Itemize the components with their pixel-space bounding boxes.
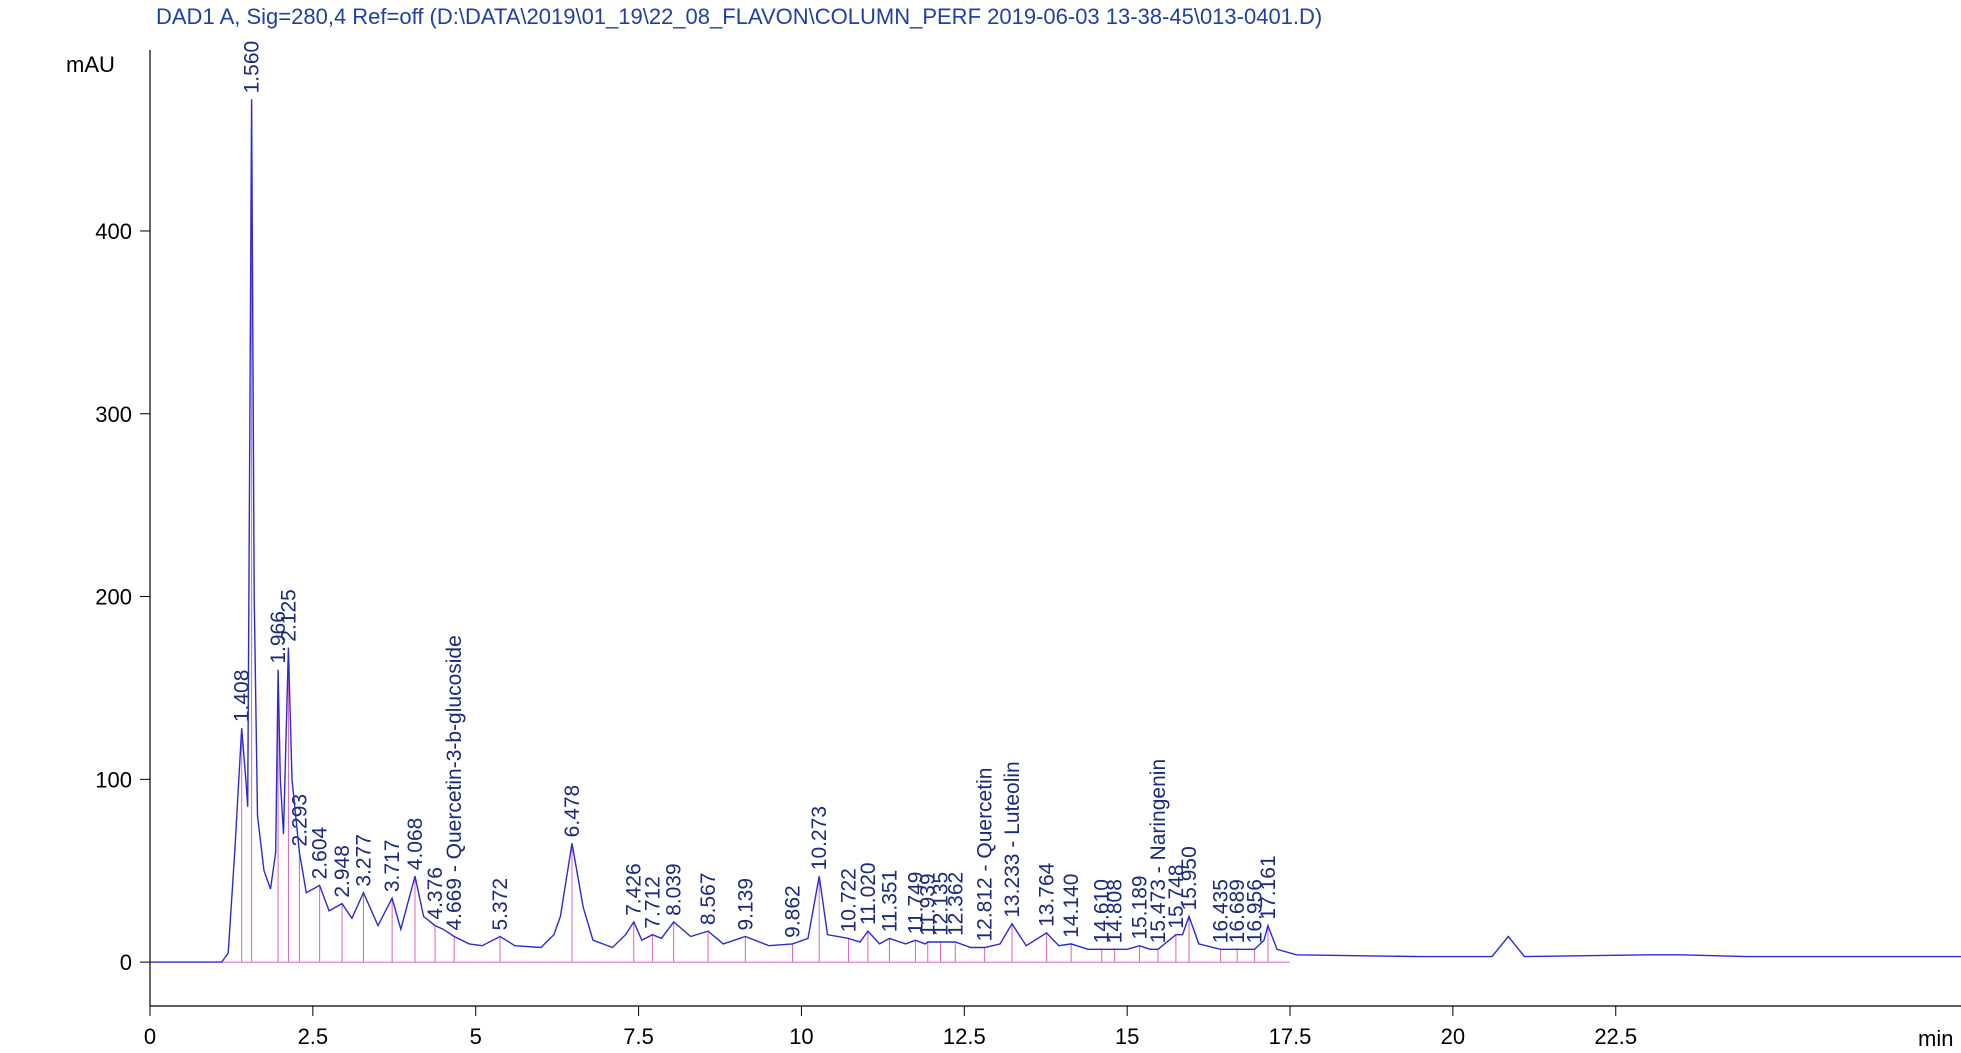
peak-label: 15.189 xyxy=(1128,875,1151,939)
peak-label: 9.139 xyxy=(734,878,757,931)
peak-label: 16.435 xyxy=(1210,879,1233,943)
peak-label: 11.020 xyxy=(857,862,880,925)
y-axis-label: mAU xyxy=(66,52,115,77)
peak-label: 8.567 xyxy=(697,872,720,925)
peak-label: 4.669 - Quercetin-3-b-glucoside xyxy=(443,635,466,930)
peak-label: 14.140 xyxy=(1060,874,1083,938)
peak-label: 1.408 xyxy=(231,670,254,723)
peak-label: 16.689 xyxy=(1226,879,1249,943)
peak-label: 4.068 xyxy=(404,818,427,871)
x-axis-label: min xyxy=(1918,1026,1953,1051)
peak-label: 2.125 xyxy=(277,589,300,642)
y-tick-label: 400 xyxy=(95,219,132,244)
peak-label: 15.748 xyxy=(1165,864,1188,928)
peak-label: 12.135 xyxy=(930,872,953,936)
y-tick-label: 0 xyxy=(120,950,132,975)
peak-label: 4.376 xyxy=(424,867,447,920)
peak-label: 5.372 xyxy=(489,878,512,931)
peak-label: 9.862 xyxy=(781,885,804,938)
chart-title: DAD1 A, Sig=280,4 Ref=off (D:\DATA\2019\… xyxy=(156,4,1322,29)
peak-label: 14.610 xyxy=(1091,879,1114,943)
y-tick-label: 300 xyxy=(95,402,132,427)
x-tick-label: 12.5 xyxy=(943,1024,986,1049)
peak-label: 11.351 xyxy=(878,870,901,933)
signal-trace xyxy=(150,99,1961,963)
x-tick-label: 15 xyxy=(1115,1024,1139,1049)
peak-label: 2.604 xyxy=(309,826,332,879)
peak-label: 15.950 xyxy=(1178,846,1201,910)
peak-label: 1.560 xyxy=(241,41,264,94)
peak-label: 8.039 xyxy=(663,863,686,916)
peak-label: 1.966 xyxy=(267,611,290,664)
peak-label: 12.362 xyxy=(944,872,967,936)
peak-label: 7.426 xyxy=(623,863,646,916)
peak-label: 6.478 xyxy=(561,785,584,838)
peak-label: 17.161 xyxy=(1257,855,1280,919)
peak-label: 14.808 xyxy=(1104,879,1127,943)
peak-label: 15.473 - Naringenin xyxy=(1147,759,1170,943)
y-tick-label: 100 xyxy=(95,767,132,792)
peak-label: 2.948 xyxy=(331,845,354,898)
peak-label: 13.764 xyxy=(1036,862,1059,927)
x-tick-label: 20 xyxy=(1441,1024,1465,1049)
peak-label: 10.273 xyxy=(808,806,831,870)
peak-label: 3.277 xyxy=(352,834,375,887)
x-tick-label: 7.5 xyxy=(623,1024,654,1049)
x-tick-label: 17.5 xyxy=(1269,1024,1312,1049)
y-tick-label: 200 xyxy=(95,585,132,610)
peak-label: 11.749 xyxy=(904,872,927,935)
peak-label: 7.712 xyxy=(641,876,664,929)
peak-label: 12.812 - Quercetin xyxy=(974,768,997,942)
x-tick-label: 5 xyxy=(470,1024,482,1049)
peak-label: 3.717 xyxy=(381,840,404,893)
x-tick-label: 10 xyxy=(789,1024,813,1049)
x-tick-label: 2.5 xyxy=(298,1024,329,1049)
x-tick-label: 0 xyxy=(144,1024,156,1049)
peak-label: 10.722 xyxy=(837,868,860,932)
peak-label: 13.233 - Luteolin xyxy=(1001,761,1024,917)
x-tick-label: 22.5 xyxy=(1594,1024,1637,1049)
peak-label: 11.939 xyxy=(917,873,940,936)
peak-label: 16.956 xyxy=(1244,879,1267,943)
